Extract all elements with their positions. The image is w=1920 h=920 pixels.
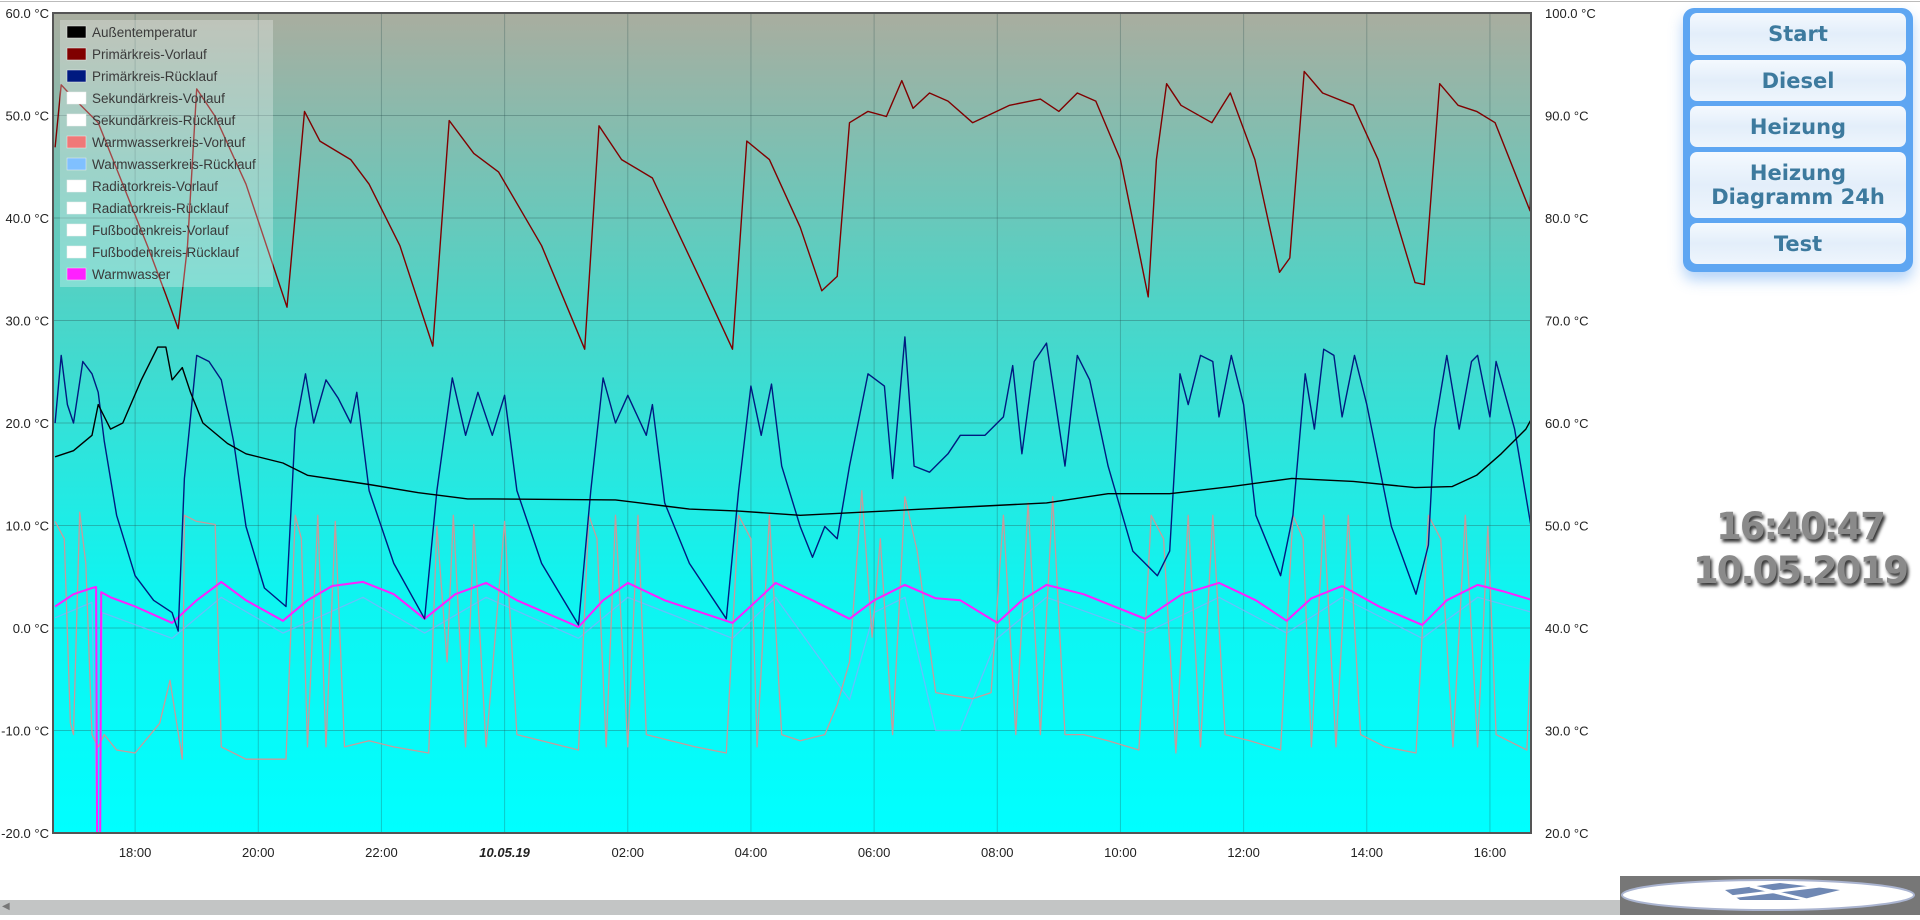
x-tick-label: 10.05.19 bbox=[479, 845, 530, 860]
y-left-tick-label: -20.0 °C bbox=[1, 826, 49, 841]
heizung-diagramm-24h-button[interactable]: Heizung Diagramm 24h bbox=[1690, 152, 1906, 218]
x-tick-label: 12:00 bbox=[1227, 845, 1260, 860]
legend-swatch bbox=[66, 113, 87, 127]
y-left-tick-label: 20.0 °C bbox=[5, 416, 49, 431]
grid bbox=[53, 13, 1531, 833]
series-lines bbox=[54, 70, 1531, 833]
y-right-tick-label: 20.0 °C bbox=[1545, 826, 1589, 841]
y-right-tick-label: 50.0 °C bbox=[1545, 519, 1589, 534]
x-tick-label: 20:00 bbox=[242, 845, 275, 860]
legend-swatch bbox=[66, 135, 87, 149]
series-line-warmwasser bbox=[54, 580, 1531, 833]
legend-swatch bbox=[66, 25, 87, 39]
legend-swatch bbox=[66, 69, 87, 83]
x-tick-label: 22:00 bbox=[365, 845, 398, 860]
legend-swatch bbox=[66, 179, 87, 193]
x-tick-label: 18:00 bbox=[119, 845, 152, 860]
legend-entry: Primärkreis-Rücklauf bbox=[92, 69, 218, 84]
clock-date: 10.05.2019 bbox=[1692, 549, 1909, 592]
legend-swatch bbox=[66, 201, 87, 215]
diesel-button[interactable]: Diesel bbox=[1690, 60, 1906, 101]
x-tick-label: 14:00 bbox=[1351, 845, 1384, 860]
start-button[interactable]: Start bbox=[1690, 13, 1906, 55]
series-line-außentemperatur bbox=[54, 346, 1531, 516]
legend-swatch bbox=[66, 157, 87, 171]
legend-swatch bbox=[66, 47, 87, 61]
clock-time: 16:40:47 bbox=[1715, 505, 1886, 548]
series-line-primärkreis-rücklauf bbox=[54, 336, 1531, 632]
y-left-tick-label: 0.0 °C bbox=[13, 621, 49, 636]
y-left-tick-label: 50.0 °C bbox=[5, 109, 49, 124]
y-left-tick-label: 60.0 °C bbox=[5, 6, 49, 21]
legend-entry: Primärkreis-Vorlauf bbox=[92, 47, 207, 62]
legend-entry: Warmwasserkreis-Vorlauf bbox=[92, 135, 246, 150]
legend: Außentemperatur Primärkreis-Vorlauf Primär… bbox=[60, 20, 273, 287]
heizung-button[interactable]: Heizung bbox=[1690, 106, 1906, 147]
y-right-tick-label: 60.0 °C bbox=[1545, 416, 1589, 431]
x-tick-label: 16:00 bbox=[1474, 845, 1507, 860]
logo bbox=[1620, 876, 1920, 915]
legend-swatch bbox=[66, 223, 87, 237]
x-tick-label: 08:00 bbox=[981, 845, 1014, 860]
legend-entry: Sekundärkreis-Rücklauf bbox=[92, 113, 236, 128]
y-left-tick-label: -10.0 °C bbox=[1, 724, 49, 739]
axis-ticks: 60.0 °C 100.0 °C 50.0 °C 90.0 °C 40.0 °C 80.0… bbox=[1, 6, 1596, 860]
plot-area bbox=[53, 13, 1531, 833]
navigation-panel: Start Diesel Heizung Heizung Diagramm 24… bbox=[1683, 8, 1913, 272]
plot-border bbox=[52, 12, 1532, 834]
y-right-tick-label: 40.0 °C bbox=[1545, 621, 1589, 636]
legend-entry: Radiatorkreis-Rücklauf bbox=[92, 201, 229, 216]
legend-entry: Warmwasserkreis-Rücklauf bbox=[92, 157, 256, 172]
legend-entry: Fußbodenkreis-Rücklauf bbox=[92, 245, 239, 260]
y-left-tick-label: 40.0 °C bbox=[5, 211, 49, 226]
legend-swatch bbox=[66, 91, 87, 105]
y-left-tick-label: 10.0 °C bbox=[5, 519, 49, 534]
legend-entry: Warmwasser bbox=[92, 267, 171, 282]
x-tick-label: 04:00 bbox=[735, 845, 768, 860]
y-right-tick-label: 100.0 °C bbox=[1545, 6, 1596, 21]
y-right-tick-label: 90.0 °C bbox=[1545, 109, 1589, 124]
horizontal-scrollbar[interactable]: ◀ bbox=[0, 900, 1620, 915]
y-right-tick-label: 70.0 °C bbox=[1545, 314, 1589, 329]
legend-entry: Radiatorkreis-Vorlauf bbox=[92, 179, 218, 194]
scroll-left-arrow-icon[interactable]: ◀ bbox=[2, 901, 10, 912]
test-button[interactable]: Test bbox=[1690, 223, 1906, 264]
y-left-tick-label: 30.0 °C bbox=[5, 314, 49, 329]
legend-entry: Fußbodenkreis-Vorlauf bbox=[92, 223, 229, 238]
series-line-warmwasserkreis-vorlauf bbox=[54, 489, 1531, 760]
legend-swatch bbox=[66, 267, 87, 281]
temperature-chart: 60.0 °C 100.0 °C 50.0 °C 90.0 °C 40.0 °C 80.0… bbox=[1, 6, 1596, 860]
legend-swatch bbox=[66, 245, 87, 259]
clock: 16:40:47 10.05.2019 bbox=[1680, 505, 1920, 593]
series-line-primärkreis-vorlauf bbox=[54, 70, 1531, 350]
x-tick-label: 10:00 bbox=[1104, 845, 1137, 860]
legend-entry: Außentemperatur bbox=[92, 25, 198, 40]
y-right-tick-label: 30.0 °C bbox=[1545, 724, 1589, 739]
legend-entry: Sekundärkreis-Vorlauf bbox=[92, 91, 225, 106]
x-tick-label: 02:00 bbox=[612, 845, 645, 860]
top-divider bbox=[0, 1, 1920, 2]
x-tick-label: 06:00 bbox=[858, 845, 891, 860]
y-right-tick-label: 80.0 °C bbox=[1545, 211, 1589, 226]
series-line-warmwasserkreis-rücklauf bbox=[54, 596, 1531, 833]
